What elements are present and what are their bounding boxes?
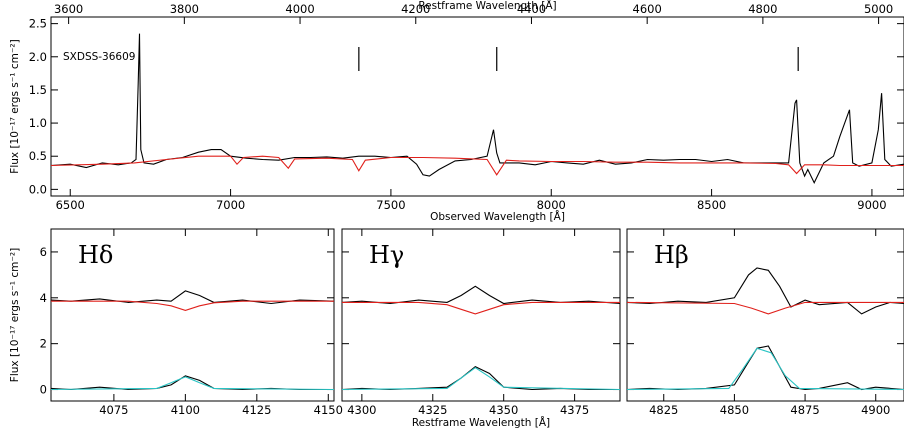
- plot-frame: [50, 228, 335, 402]
- x-tick-label: 4900: [861, 403, 890, 417]
- top-x-tick-label: 5000: [864, 2, 893, 16]
- x-tick-label: 4375: [560, 403, 589, 417]
- panel-label: Hγ: [369, 241, 404, 269]
- series-line-3: [627, 347, 904, 391]
- series-line-0: [627, 267, 904, 315]
- series-line-1: [342, 301, 620, 315]
- bottom-axis-title: Observed Wavelength [Å]: [430, 210, 565, 223]
- x-tick-label: 4100: [171, 403, 200, 417]
- plot-frame: [50, 16, 904, 197]
- top-x-tick-label: 4200: [401, 2, 430, 16]
- y-tick-label: 2.5: [29, 17, 47, 31]
- top-x-tick-label: 4400: [517, 2, 546, 16]
- top-x-tick-label: 3800: [170, 2, 199, 16]
- series-line-3: [51, 376, 334, 391]
- x-tick-label: 6500: [56, 198, 85, 212]
- object-label: SXDSS-36609: [63, 51, 135, 63]
- y-tick-label: 0: [40, 383, 47, 397]
- y-tick-label: 0.0: [29, 182, 47, 196]
- y-axis-title: Flux [10⁻¹⁷ ergs s⁻¹ cm⁻²]: [9, 248, 21, 382]
- series-line-0: [51, 290, 334, 305]
- x-tick-label: 8500: [697, 198, 726, 212]
- series-line-2: [342, 365, 620, 391]
- top-x-tick-label: 3600: [54, 2, 83, 16]
- y-axis-title: Flux [10⁻¹⁷ ergs s⁻¹ cm⁻²]: [9, 39, 21, 173]
- h-delta-panel: 4075 4100 4125 4150 0 2 4 6 Hδ Flux [10⁻¹⁷ ergs s…: [9, 228, 343, 417]
- x-tick-label: 4850: [720, 403, 749, 417]
- h-beta-panel: 4825 4850 4875 4900 Hβ: [626, 228, 904, 417]
- top-x-tick-label: 4000: [285, 2, 314, 16]
- y-tick-label: 0.5: [29, 149, 47, 163]
- y-tick-label: 1.5: [29, 83, 47, 97]
- top-x-tick-label: 4800: [748, 2, 777, 16]
- x-tick-label: 8000: [537, 198, 566, 212]
- y-tick-label: 4: [40, 291, 47, 305]
- series-line-0: [342, 285, 620, 305]
- y-tick-label: 1.0: [29, 116, 47, 130]
- main-spectrum-panel: 6500 7000 7500 8000 8500 9000 0.0 0.5 1.0 1.5 2.0 2…: [9, 0, 904, 223]
- x-tick-label: 4825: [649, 403, 678, 417]
- y-tick-label: 2.0: [29, 50, 47, 64]
- series-line-0: [51, 33, 904, 184]
- bottom-axis-title: Restframe Wavelength [Å]: [412, 416, 550, 429]
- series-line-1: [627, 301, 904, 315]
- h-gamma-panel: 4300 4325 4350 4375 Hγ Restframe Wavelength […: [341, 228, 621, 429]
- x-tick-label: 4300: [347, 403, 376, 417]
- panel-label: Hδ: [78, 241, 113, 269]
- panel-label: Hβ: [654, 241, 689, 269]
- series-line-2: [51, 375, 334, 391]
- y-tick-label: 6: [40, 245, 47, 259]
- x-tick-label: 7000: [216, 198, 245, 212]
- series-line-3: [342, 367, 620, 391]
- y-tick-label: 2: [40, 337, 47, 351]
- series-line-1: [51, 300, 334, 311]
- x-tick-label: 4075: [99, 403, 128, 417]
- top-axis-title: Restframe Wavelength [Å]: [418, 0, 556, 12]
- x-tick-label: 7500: [376, 198, 405, 212]
- plot-frame: [626, 228, 904, 402]
- series-line-2: [627, 345, 904, 391]
- x-tick-label: 4125: [242, 403, 271, 417]
- plot-frame: [341, 228, 621, 402]
- x-tick-label: 9000: [857, 198, 886, 212]
- top-x-tick-label: 4600: [633, 2, 662, 16]
- x-tick-label: 4350: [489, 403, 518, 417]
- x-tick-label: 4325: [418, 403, 447, 417]
- x-tick-label: 4875: [790, 403, 819, 417]
- x-tick-label: 4150: [314, 403, 343, 417]
- series-line-1: [51, 155, 904, 176]
